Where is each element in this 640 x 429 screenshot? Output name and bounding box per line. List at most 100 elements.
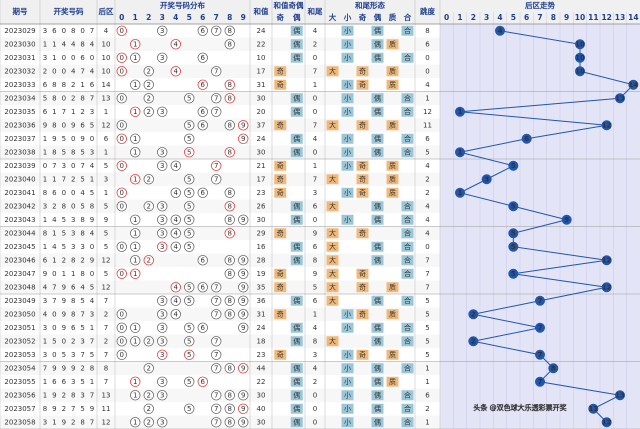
dist-ball [157,336,168,347]
jump: 2 [425,405,429,413]
sum: 29 [257,229,266,237]
trend-ball-label: 6 [524,135,529,143]
jump: 4 [425,81,430,89]
dist-digit: 5 [187,229,191,237]
number-digit: 4 [90,229,95,237]
dist-digit: 7 [214,310,218,318]
parity-mark: 偶 [293,26,300,35]
dist-digit: 7 [214,405,218,413]
shape-mark: 小 [344,161,351,170]
jump: 5 [425,297,429,305]
dist-digit: 1 [133,324,137,332]
number-digit: 6 [71,324,76,332]
trend-ball-label: 7 [538,297,543,305]
number-digit: 5 [80,175,84,183]
dist-ball [170,66,181,77]
shape-mark: 小 [344,350,351,359]
number-digit: 1 [43,337,47,345]
shape-mark: 合 [404,107,411,116]
dist-ball [224,147,235,158]
number-digit: 0 [71,202,75,210]
parity-cell [274,79,287,90]
shape-cell [386,349,399,360]
number-digit: 8 [71,297,75,305]
back-number: 5 [104,162,108,170]
shape-cell [326,282,339,293]
parity-mark: 偶 [293,134,300,143]
shape-mark: 小 [344,309,351,318]
number-digit: 4 [71,67,76,75]
trend-ball-label: 7 [538,324,543,332]
dist-ball [211,93,222,104]
tail: 4 [313,364,318,372]
number-digit: 6 [43,256,48,264]
dist-digit: 1 [133,148,137,156]
number-digit: 2 [43,67,47,75]
number-digit: 9 [52,405,56,413]
parity-cell [290,417,303,428]
dist-ball [143,93,154,104]
tail: 6 [313,243,318,251]
dist-ball [170,295,181,306]
dist-ball [116,52,127,63]
number-digit: 2 [80,108,84,116]
tail: 0 [313,405,317,413]
jump: 7 [425,270,429,278]
period: 2023043 [4,216,35,224]
dist-digit: 5 [187,135,191,143]
dist-ball [238,363,249,374]
trend-ball [535,322,545,333]
dist-digit: 3 [160,243,164,251]
dist-digit: 8 [228,40,232,48]
number-digit: 5 [90,121,94,129]
dist-digit: 0 [120,337,124,345]
dist-digit: 0 [120,351,124,359]
trend-ball-label: 5 [511,229,516,237]
header-trend-digit: 0 [444,13,449,22]
number-digit: 7 [80,162,84,170]
dist-ball [184,295,195,306]
number-digit: 5 [80,148,84,156]
number-digit: 5 [80,378,84,386]
number-digit: 2 [71,81,75,89]
sum: 19 [257,270,266,278]
dist-ball [143,79,154,90]
trend-ball [535,376,545,387]
trend-ball [481,174,492,185]
dist-ball [211,363,222,374]
parity-mark: 奇 [277,80,284,89]
number-digit: 8 [62,202,66,210]
dist-digit: 4 [174,189,179,197]
number-digit: 1 [52,256,56,264]
dist-ball [143,403,154,414]
shape-mark: 大 [329,296,336,305]
shape-mark: 合 [404,390,411,399]
number-digit: 5 [80,202,84,210]
shape-cell [386,66,399,77]
shape-cell [401,228,414,239]
parity-mark: 偶 [293,147,300,156]
number-digit: 2 [52,202,56,210]
dist-digit: 6 [201,81,206,89]
number-digit: 7 [52,297,56,305]
jump: 5 [425,310,429,318]
number-digit: 9 [52,364,56,372]
number-digit: 3 [90,310,94,318]
shape-mark: 质 [389,350,396,359]
dist-ball [224,214,235,225]
dist-ball [116,241,127,252]
parity-mark: 奇 [277,174,284,183]
parity-mark: 奇 [277,282,284,291]
trend-ball-label: 10 [575,54,585,62]
number-digit: 8 [90,202,94,210]
header-digit: 4 [173,13,178,22]
header-digit: 3 [160,13,165,22]
dist-ball [224,25,235,36]
shape-cell [386,282,399,293]
number-digit: 9 [62,364,66,372]
number-digit: 2 [62,391,66,399]
dist-ball [157,25,168,36]
dist-digit: 8 [228,81,232,89]
shape-cell [341,187,354,198]
header-trend-digit: 5 [511,13,516,22]
